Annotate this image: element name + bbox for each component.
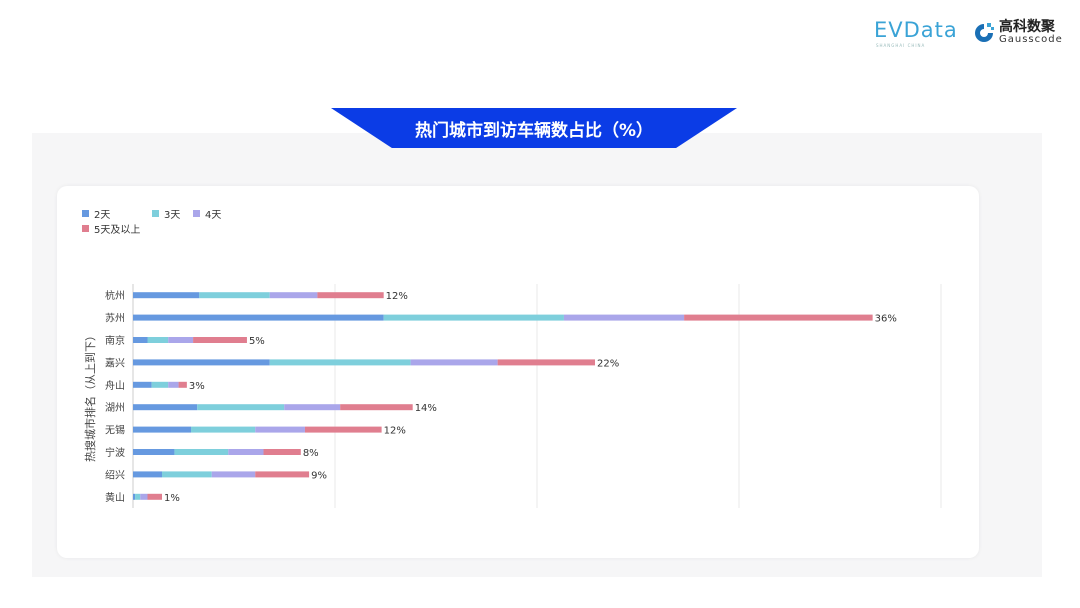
bar-segment-5天及以上 (317, 292, 384, 299)
bar-segment-2天 (133, 359, 270, 366)
legend-label: 4天 (205, 210, 222, 221)
bar-segment-4天 (269, 292, 318, 299)
bar-segment-2天 (133, 337, 148, 343)
bar-segment-2天 (133, 449, 175, 455)
bar-segment-5天及以上 (255, 471, 310, 478)
bar-segment-4天 (255, 426, 305, 433)
bar-segment-4天 (410, 359, 498, 366)
bar-segment-3天 (147, 337, 169, 343)
bar-segment-2天 (133, 381, 152, 388)
total-label: 36% (875, 314, 897, 325)
bar-segment-4天 (211, 471, 256, 478)
category-label: 苏州 (105, 312, 125, 325)
total-label: 1% (164, 493, 180, 504)
bar-segment-3天 (174, 449, 229, 455)
legend-item[interactable]: 3天 (152, 206, 180, 221)
legend-swatch (82, 210, 89, 217)
bar-segment-4天 (228, 449, 264, 455)
bar-segment-4天 (168, 381, 179, 388)
bar-segment-3天 (199, 292, 270, 299)
legend-swatch (152, 210, 159, 217)
total-label: 22% (597, 358, 619, 369)
category-label: 绍兴 (105, 468, 125, 481)
bar-segment-2天 (133, 292, 200, 299)
bar-segment-3天 (135, 493, 141, 500)
category-label: 杭州 (105, 289, 125, 302)
bar-segment-3天 (162, 471, 212, 478)
bar-segment-4天 (284, 404, 341, 411)
bar-segment-2天 (133, 471, 163, 478)
page-title: 热门城市到访车辆数占比（%） (331, 108, 737, 148)
total-label: 9% (311, 470, 327, 481)
bar-segment-5天及以上 (684, 314, 873, 321)
category-label: 湖州 (105, 402, 125, 414)
category-label: 舟山 (105, 379, 125, 392)
bar-segment-2天 (133, 426, 192, 433)
bar-segment-5天及以上 (497, 359, 596, 366)
legend-label: 2天 (94, 210, 111, 221)
category-label: 嘉兴 (105, 356, 125, 369)
y-axis-label: 热搜城市排名（从上到下） (83, 330, 97, 462)
bar-segment-5天及以上 (340, 404, 413, 411)
bar-segment-5天及以上 (304, 426, 382, 433)
legend-label: 5天及以上 (94, 225, 141, 236)
evdata-logo: EVData SHANGHAI CHINA (874, 18, 958, 48)
bar-segment-5天及以上 (178, 381, 187, 388)
chart-card (57, 186, 979, 558)
bar-segment-5天及以上 (147, 493, 163, 500)
bar-segment-4天 (563, 314, 685, 321)
legend-swatch (82, 225, 89, 232)
bar-segment-3天 (269, 359, 411, 366)
bar-segment-3天 (197, 404, 285, 411)
bar-segment-2天 (133, 314, 384, 321)
bar-segment-3天 (191, 426, 256, 433)
total-label: 3% (189, 381, 205, 392)
legend-swatch (193, 210, 200, 217)
gausscode-icon (975, 22, 994, 42)
gausscode-logo: 高科数聚 Gausscode (972, 20, 1063, 45)
total-label: 12% (386, 291, 408, 302)
bar-segment-3天 (383, 314, 564, 321)
bar-segment-2天 (133, 404, 198, 411)
bar-segment-5天及以上 (263, 449, 301, 455)
legend-item[interactable]: 4天 (193, 206, 221, 221)
legend-label: 3天 (164, 210, 181, 221)
total-label: 8% (303, 448, 319, 459)
legend-item[interactable]: 5天及以上 (82, 221, 140, 236)
total-label: 5% (249, 336, 265, 347)
bar-segment-3天 (151, 381, 169, 388)
category-label: 无锡 (105, 424, 125, 437)
bar-segment-4天 (140, 493, 148, 500)
category-label: 黄山 (105, 491, 125, 504)
category-label: 南京 (105, 334, 125, 347)
total-label: 12% (384, 426, 406, 437)
bar-segment-2天 (133, 493, 136, 500)
total-label: 14% (415, 403, 437, 414)
category-label: 宁波 (105, 446, 125, 459)
bar-segment-5天及以上 (193, 337, 247, 343)
bar-segment-4天 (168, 337, 194, 343)
legend-item[interactable]: 2天 (82, 206, 110, 221)
